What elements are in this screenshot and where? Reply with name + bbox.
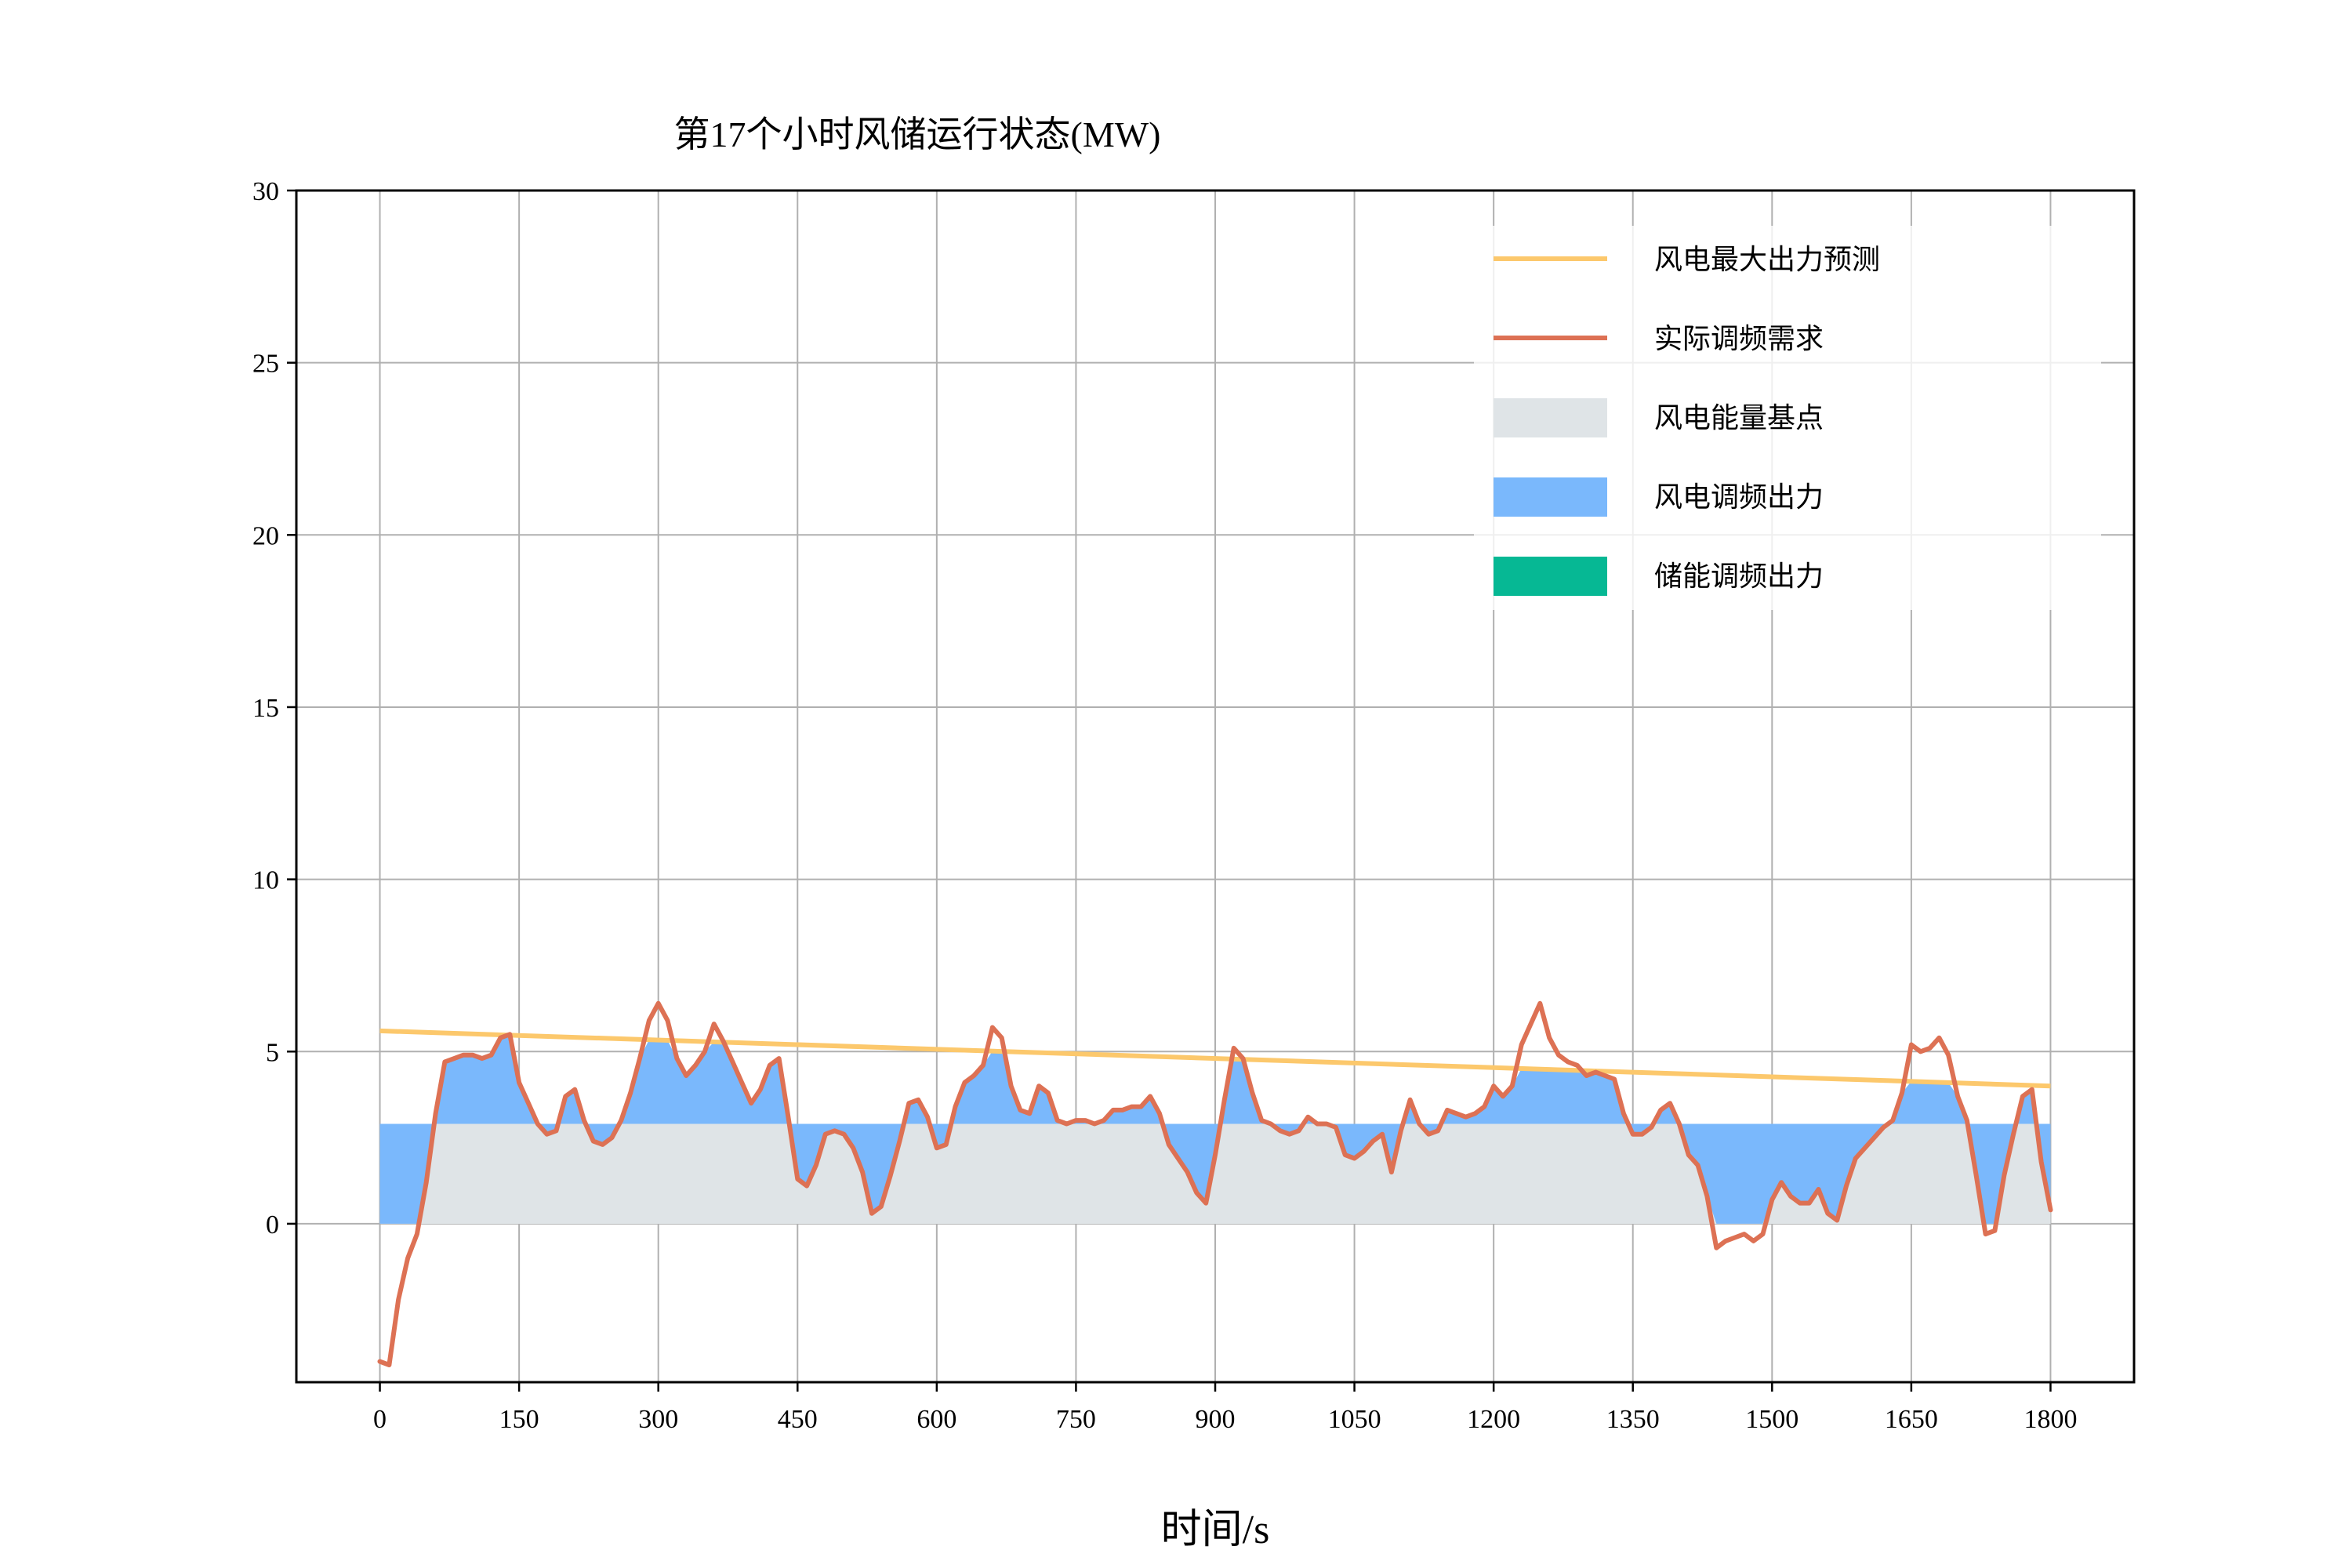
x-axis: 0 150 300 450 600 750 900 1050 1200 1350 1500 1650 1… — [373, 1382, 2077, 1434]
x-tick-label: 1050 — [1328, 1405, 1381, 1434]
y-tick-label: 15 — [252, 694, 279, 723]
y-tick-label: 5 — [266, 1038, 279, 1067]
legend-label: 风电最大出力预测 — [1654, 244, 1880, 275]
frequency-demand-line — [377, 1000, 2053, 1367]
x-tick-label: 1500 — [1745, 1405, 1798, 1434]
x-tick-label: 300 — [638, 1405, 678, 1434]
y-tick-label: 25 — [252, 350, 279, 379]
legend-label: 储能调频出力 — [1654, 561, 1824, 592]
legend-label: 实际调频需求 — [1654, 323, 1824, 354]
wind-max-forecast-line — [379, 1028, 2051, 1089]
x-tick-label: 750 — [1056, 1405, 1096, 1434]
legend-swatch-patch — [1494, 398, 1607, 437]
legend-label: 风电调频出力 — [1654, 481, 1824, 513]
x-tick-label: 1800 — [2024, 1405, 2077, 1434]
x-tick-label: 450 — [778, 1405, 818, 1434]
legend-swatch-patch — [1494, 557, 1607, 596]
legend-swatch-patch — [1494, 477, 1607, 517]
chart-title: 第17个小时风储运行状态(MW) — [674, 114, 1161, 154]
y-tick-label: 20 — [252, 521, 279, 550]
y-tick-label: 0 — [266, 1210, 279, 1240]
x-tick-label: 0 — [373, 1405, 387, 1434]
wind-base-point-fill — [379, 1123, 2051, 1224]
y-tick-label: 30 — [252, 177, 279, 206]
x-tick-label: 150 — [499, 1405, 539, 1434]
x-tick-label: 900 — [1196, 1405, 1236, 1434]
y-axis: 0 5 10 15 20 25 30 — [252, 177, 296, 1240]
x-tick-label: 1350 — [1606, 1405, 1660, 1434]
series-lines — [377, 1000, 2053, 1367]
x-tick-label: 600 — [916, 1405, 956, 1434]
x-axis-label: 时间/s — [1161, 1508, 1270, 1552]
y-tick-label: 10 — [252, 866, 279, 895]
legend-label: 风电能量基点 — [1654, 402, 1824, 434]
x-tick-label: 1200 — [1467, 1405, 1520, 1434]
x-tick-label: 1650 — [1885, 1405, 1938, 1434]
